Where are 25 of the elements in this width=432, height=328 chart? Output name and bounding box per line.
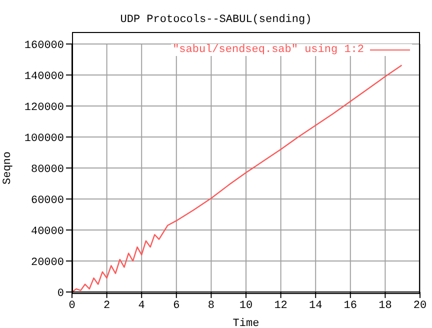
x-tick-label: 6 [173,300,180,312]
y-axis-title: Seqno [2,151,14,185]
x-tick-label: 4 [138,300,146,312]
x-tick-label: 20 [413,300,427,312]
x-axis-title: Time [232,318,260,328]
y-tick-label: 80000 [30,164,64,176]
legend-label: "sabul/sendseq.sab" using 1:2 [172,44,364,56]
x-tick-label: 14 [309,300,323,312]
x-tick-label: 16 [344,300,357,312]
x-tick-label: 2 [103,300,110,312]
x-tick-label: 0 [68,300,76,312]
x-tick-label: 18 [378,300,392,312]
y-tick-label: 40000 [30,226,64,238]
y-tick-label: 160000 [24,40,64,52]
y-tick-label: 60000 [30,194,64,207]
y-tick-label: 100000 [24,132,64,145]
x-tick-label: 8 [208,300,215,312]
y-tick-label: 120000 [24,102,64,114]
y-tick-label: 0 [57,288,64,300]
y-tick-label: 20000 [30,256,64,269]
y-tick-label: 140000 [24,70,64,83]
x-tick-label: 10 [239,300,253,312]
line-series [72,64,402,292]
x-tick-label: 12 [274,300,288,312]
chart-title: UDP Protocols--SABUL(sending) [119,14,313,26]
